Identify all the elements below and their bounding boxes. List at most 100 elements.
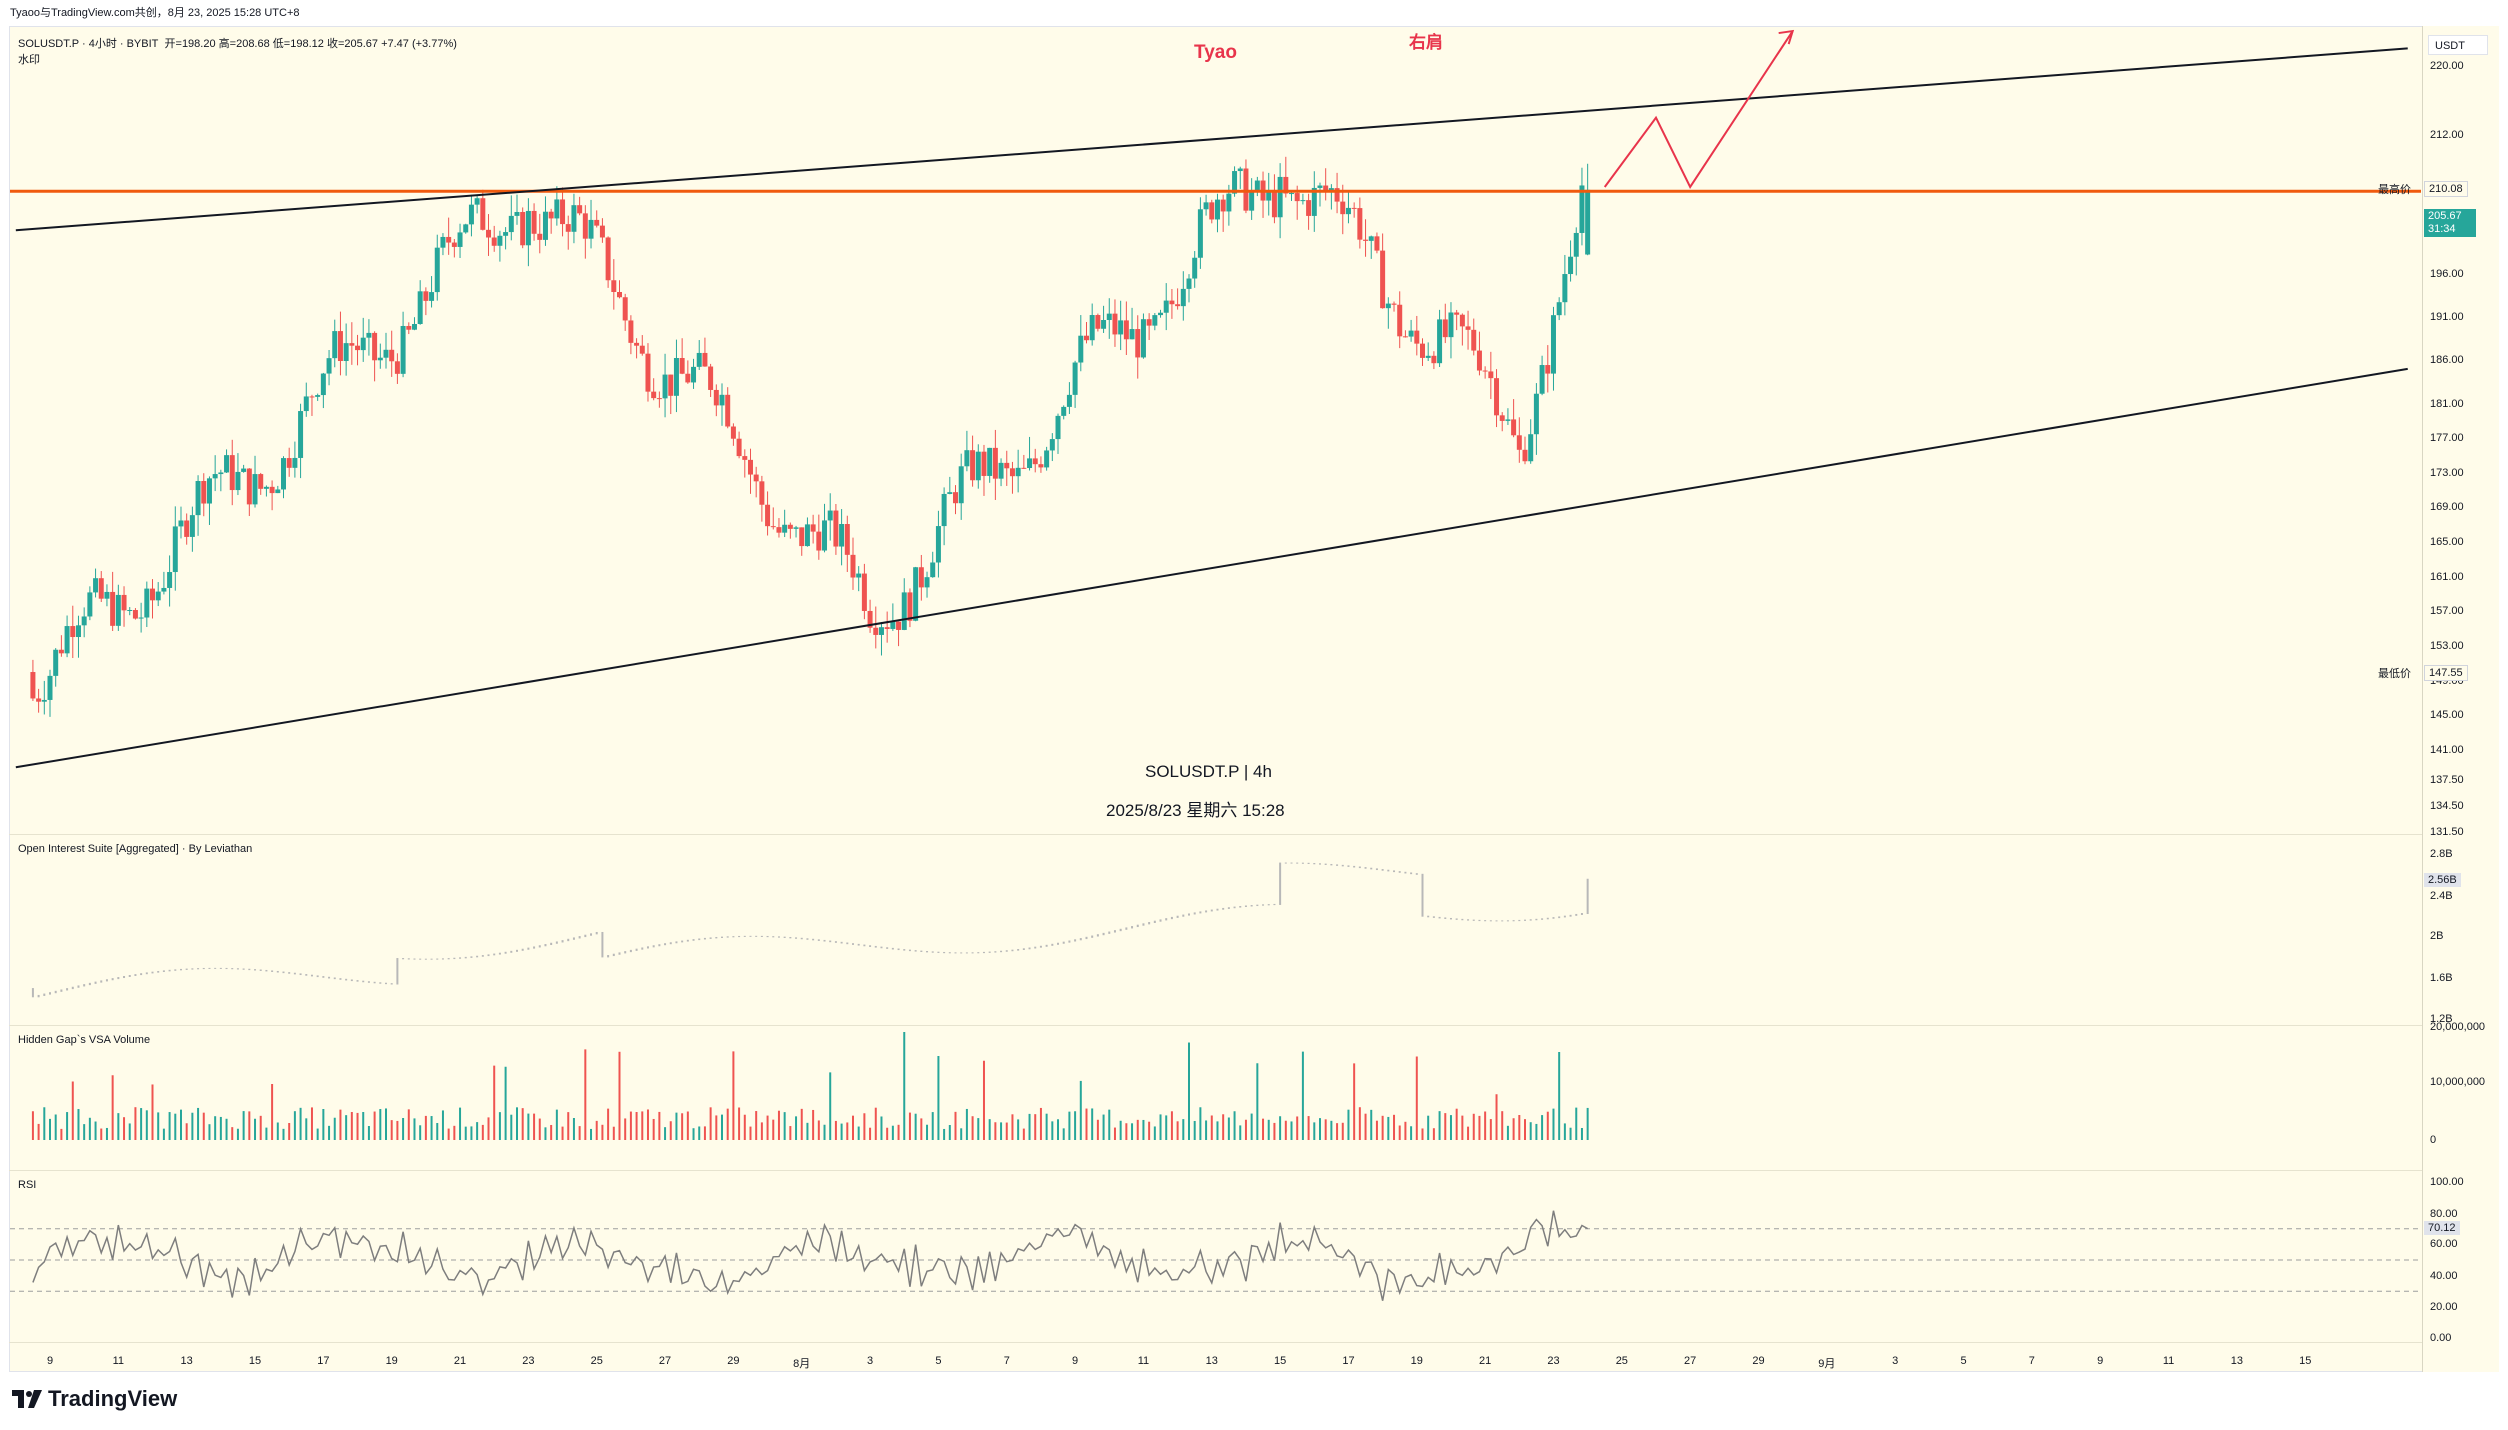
candle-body: [104, 591, 110, 599]
rsi-line: [32, 1210, 1589, 1301]
x-axis-tick: 25: [1615, 1355, 1628, 1367]
candle-body: [138, 617, 144, 619]
candle-body: [1049, 439, 1055, 451]
candle-body: [992, 447, 998, 479]
candle-body: [269, 486, 275, 494]
candle-body: [53, 649, 59, 676]
candle-body: [87, 592, 93, 617]
trendline: [15, 47, 2408, 232]
x-axis-tick: 25: [590, 1355, 603, 1367]
candle-body: [753, 474, 759, 482]
candle-body: [1448, 312, 1454, 338]
y-axis-tick: 196.00: [2430, 267, 2464, 280]
candle-body: [759, 481, 765, 505]
y-axis-tick: 2.8B: [2430, 848, 2453, 860]
candle-body: [1465, 326, 1471, 330]
pane-divider[interactable]: [9, 834, 2499, 835]
author-annotation[interactable]: Tyao: [1194, 42, 1237, 63]
candle-body: [503, 232, 509, 236]
candle-body: [1363, 239, 1369, 241]
candle-body: [685, 373, 691, 383]
candle-body: [1334, 188, 1340, 202]
center-watermark-date: 2025/8/23 星期六 15:28: [1106, 801, 1285, 820]
candle-body: [799, 527, 805, 547]
y-axis-tick: 141.00: [2430, 743, 2464, 756]
candle-body: [1345, 207, 1351, 215]
x-axis-tick: 29: [727, 1355, 740, 1367]
candle-body: [1078, 335, 1084, 363]
x-axis-tick: 5: [935, 1355, 942, 1367]
candle-body: [1397, 304, 1403, 337]
candle-body: [531, 210, 537, 234]
candle-body: [1380, 250, 1386, 309]
y-axis-tick: 165.00: [2430, 536, 2464, 549]
candle-body: [1186, 278, 1192, 289]
candle-body: [588, 219, 594, 239]
y-axis-tick: 20.00: [2430, 1301, 2458, 1313]
candle-body: [463, 224, 469, 233]
candle-body: [1545, 365, 1551, 374]
y-axis-tick: 177.00: [2430, 432, 2464, 445]
candle-body: [263, 486, 269, 489]
candle-body: [474, 198, 480, 205]
y-axis-tick: 40.00: [2430, 1270, 2458, 1282]
y-axis-tick: 228.00: [2430, 0, 2464, 2]
low-label: 低: [272, 38, 284, 50]
candle-body: [429, 292, 435, 301]
rsi-value-tag: 70.12: [2424, 1221, 2460, 1235]
rsi-pane-title[interactable]: RSI: [18, 1179, 37, 1191]
candle-body: [913, 567, 919, 621]
currency-button[interactable]: USDT: [2428, 35, 2488, 55]
candle-body: [332, 331, 338, 359]
x-axis-tick: 21: [1479, 1355, 1492, 1367]
oi-pane-title[interactable]: Open Interest Suite [Aggregated] · By Le…: [18, 843, 253, 855]
x-axis-tick: 29: [1752, 1355, 1765, 1367]
right-shoulder-annotation[interactable]: 右肩: [1409, 33, 1443, 52]
candle-body: [178, 520, 184, 527]
candle-body: [1482, 370, 1488, 372]
candle-body: [935, 526, 941, 563]
candle-body: [1232, 171, 1238, 194]
candle-body: [417, 291, 423, 325]
candle-body: [1374, 236, 1380, 251]
tradingview-logo[interactable]: TradingView: [12, 1386, 177, 1412]
candle-body: [1317, 185, 1323, 188]
candle-body: [406, 325, 412, 330]
candle-body: [1579, 185, 1585, 233]
candle-body: [662, 374, 668, 399]
candle-body: [1408, 330, 1414, 337]
candle-body: [924, 577, 930, 588]
candle-body: [1562, 274, 1568, 303]
symbol-line[interactable]: SOLUSDT.P · 4小时 · BYBIT: [18, 38, 159, 50]
x-axis-tick: 19: [385, 1355, 398, 1367]
pane-divider[interactable]: [9, 1170, 2499, 1171]
x-axis-tick: 23: [522, 1355, 535, 1367]
candle-body: [468, 204, 474, 225]
center-watermark-symbol: SOLUSDT.P | 4h: [1145, 762, 1272, 781]
x-axis-tick: 23: [1547, 1355, 1560, 1367]
x-axis-tick: 19: [1410, 1355, 1423, 1367]
candle-body: [810, 524, 816, 532]
candle-body: [1015, 467, 1021, 477]
candle-body: [901, 592, 907, 630]
candle-body: [1289, 193, 1295, 195]
candle-body: [206, 478, 212, 504]
price-axis[interactable]: [2422, 26, 2499, 1372]
pane-divider[interactable]: [9, 1025, 2499, 1026]
candle-body: [383, 349, 389, 358]
candle-body: [355, 345, 361, 351]
candle-body: [537, 233, 543, 240]
candle-body: [1328, 188, 1334, 192]
candle-body: [1550, 315, 1556, 374]
volume-pane-title[interactable]: Hidden Gap`s VSA Volume: [18, 1034, 151, 1046]
candle-body: [1556, 302, 1562, 316]
candle-body: [542, 211, 548, 240]
candle-body: [81, 616, 87, 626]
trendline: [15, 367, 2408, 769]
y-axis-tick: 220.00: [2430, 59, 2464, 72]
candle-body: [668, 374, 674, 396]
x-axis-tick: 17: [1342, 1355, 1355, 1367]
candle-body: [861, 573, 867, 611]
x-axis-tick: 3: [867, 1355, 874, 1367]
